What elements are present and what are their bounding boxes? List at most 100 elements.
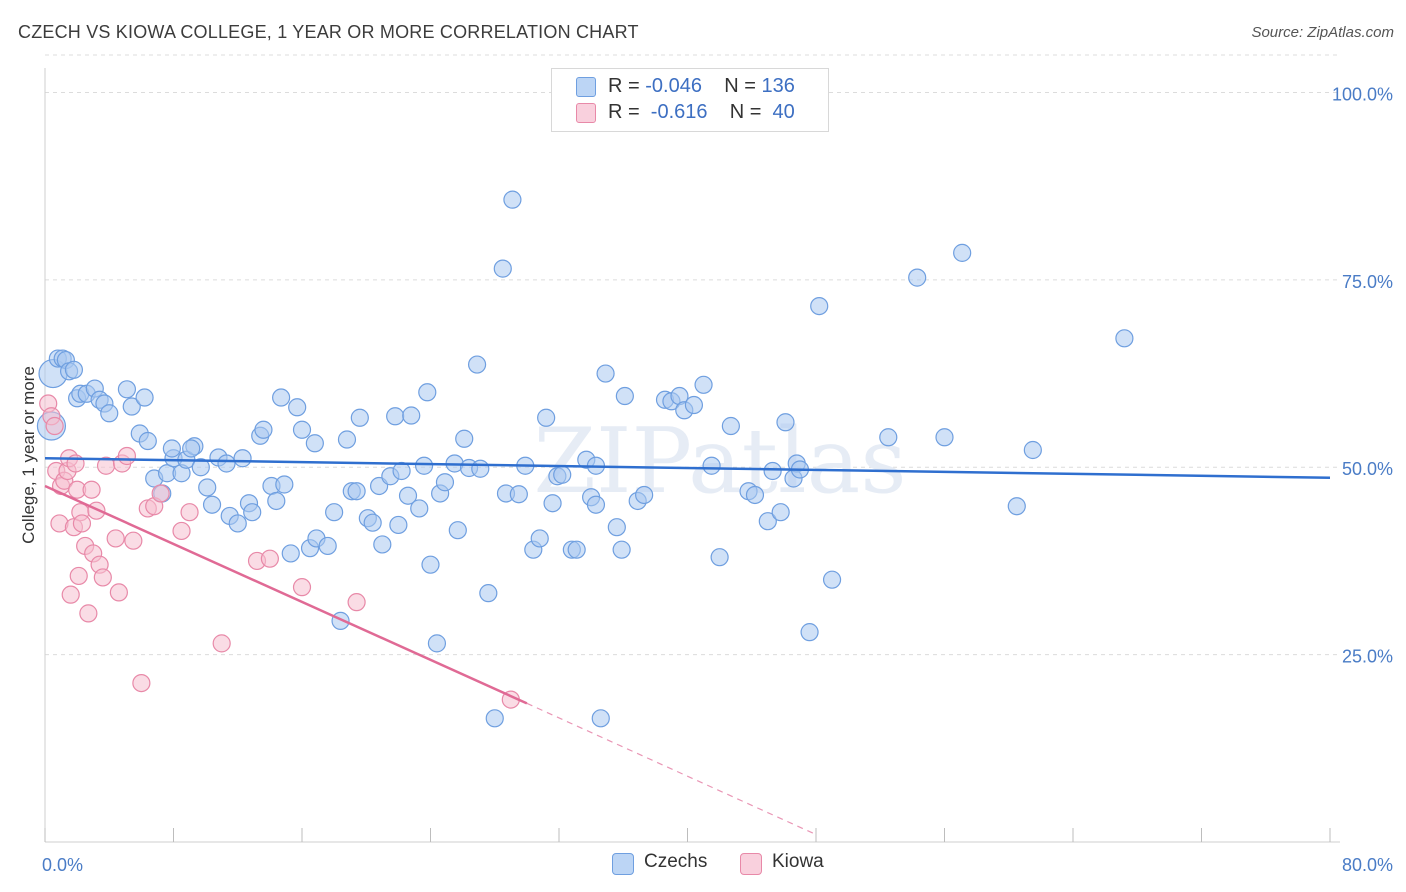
data-point-czechs	[337, 430, 357, 449]
data-point-czechs	[1115, 329, 1134, 348]
data-point-czechs	[493, 259, 512, 278]
data-point-czechs	[272, 388, 291, 407]
data-point-kiowa	[45, 416, 64, 436]
data-point-czechs	[509, 485, 528, 504]
data-point-kiowa	[132, 674, 151, 693]
data-point-czechs	[776, 413, 795, 432]
data-point-czechs	[543, 494, 562, 513]
data-point-kiowa	[212, 634, 231, 653]
data-point-kiowa	[117, 446, 137, 466]
data-point-czechs	[612, 540, 631, 559]
data-point-czechs	[702, 456, 721, 475]
data-point-czechs	[392, 461, 411, 481]
legend-row-kiowa: R = -0.616 N = 40	[576, 101, 795, 127]
data-point-czechs	[745, 485, 765, 505]
data-point-czechs	[117, 380, 137, 399]
data-point-czechs	[635, 485, 654, 505]
bottom-legend-label-kiowa: Kiowa	[772, 851, 824, 872]
data-point-czechs	[418, 383, 437, 402]
data-point-czechs	[537, 408, 556, 427]
legend-n-value-czechs: 136	[761, 75, 795, 97]
data-point-kiowa	[61, 585, 80, 604]
data-point-czechs	[908, 268, 927, 287]
data-point-kiowa	[124, 531, 143, 550]
data-point-czechs	[191, 458, 210, 477]
grid-lines	[45, 54, 1340, 656]
data-point-czechs	[398, 486, 418, 505]
data-point-czechs	[935, 428, 954, 447]
data-point-kiowa	[79, 604, 98, 623]
data-point-czechs	[586, 495, 606, 514]
data-point-czechs	[800, 623, 819, 642]
data-point-czechs	[275, 475, 294, 494]
data-point-czechs	[318, 536, 337, 556]
data-point-czechs	[64, 360, 84, 379]
bottom-legend-label-czechs: Czechs	[644, 851, 708, 872]
data-point-czechs	[386, 407, 405, 426]
data-point-kiowa	[172, 521, 191, 541]
chart-source: Source: ZipAtlas.com	[1251, 24, 1394, 41]
data-point-czechs	[448, 521, 467, 540]
data-point-czechs	[288, 398, 307, 417]
data-point-czechs	[281, 544, 300, 563]
x-tick-label: 0.0%	[42, 855, 83, 875]
data-point-czechs	[421, 555, 440, 574]
data-point-czechs	[503, 190, 522, 209]
data-point-czechs	[228, 514, 247, 533]
series-czechs	[36, 190, 1134, 728]
data-point-czechs	[414, 456, 434, 475]
data-point-kiowa	[72, 514, 92, 533]
data-point-czechs	[182, 439, 201, 458]
data-point-czechs	[138, 431, 157, 451]
data-point-kiowa	[151, 484, 170, 503]
data-point-czechs	[607, 518, 626, 537]
data-point-czechs	[217, 454, 236, 473]
data-point-czechs	[530, 529, 549, 548]
series-kiowa	[39, 394, 520, 709]
data-point-czechs	[347, 482, 366, 501]
data-point-kiowa	[106, 529, 125, 548]
data-point-czechs	[162, 439, 181, 458]
data-point-czechs	[389, 515, 408, 535]
legend-swatch-kiowa	[576, 103, 596, 123]
data-point-czechs	[684, 395, 704, 415]
data-point-czechs	[591, 709, 610, 728]
legend-row-czechs: R = -0.046 N = 136	[576, 75, 795, 101]
data-point-czechs	[810, 296, 829, 316]
data-point-czechs	[471, 459, 490, 478]
data-point-czechs	[325, 503, 344, 522]
chart-title: CZECH VS KIOWA COLLEGE, 1 YEAR OR MORE C…	[18, 22, 639, 42]
data-point-kiowa	[347, 593, 366, 612]
data-point-kiowa	[69, 566, 88, 586]
data-point-czechs	[467, 355, 487, 374]
correlation-legend: R = -0.046 N = 136 R = -0.616 N = 40	[551, 68, 829, 132]
data-point-czechs	[822, 570, 842, 589]
data-point-czechs	[243, 503, 262, 522]
data-point-czechs	[771, 503, 790, 522]
y-tick-labels: 25.0% 50.0% 75.0% 100.0%	[1332, 84, 1393, 666]
data-point-czechs	[100, 404, 119, 423]
data-point-czechs	[122, 397, 141, 416]
y-axis-label: College, 1 year or more	[19, 366, 38, 544]
data-point-czechs	[202, 495, 222, 514]
data-point-czechs	[1007, 497, 1026, 516]
legend-r-label: R =	[608, 101, 646, 123]
data-point-kiowa	[82, 480, 101, 499]
data-point-czechs	[615, 386, 634, 406]
legend-r-value-kiowa: -0.616	[645, 101, 708, 123]
data-point-czechs	[758, 512, 777, 531]
trend-line-kiowa-extension	[526, 702, 817, 836]
data-point-czechs	[427, 634, 447, 653]
legend-n-label: N =	[724, 75, 762, 97]
data-point-czechs	[198, 478, 217, 497]
data-point-czechs	[410, 499, 429, 518]
y-tick-label: 100.0%	[1332, 84, 1393, 104]
data-point-czechs	[596, 364, 615, 383]
legend-n-value-kiowa: 40	[767, 101, 795, 123]
data-point-czechs	[485, 709, 504, 728]
data-point-czechs	[233, 449, 252, 468]
data-point-czechs	[292, 420, 312, 439]
x-tick-label: 80.0%	[1342, 855, 1393, 875]
bottom-legend-swatch-czechs	[612, 853, 634, 875]
